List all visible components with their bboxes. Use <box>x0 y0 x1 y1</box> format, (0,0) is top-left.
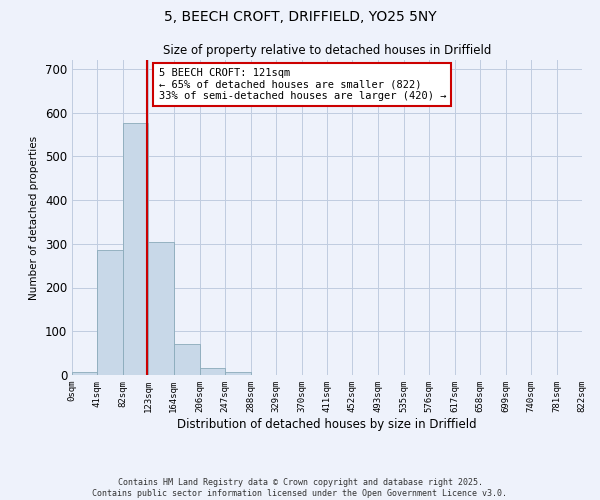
Text: 5 BEECH CROFT: 121sqm
← 65% of detached houses are smaller (822)
33% of semi-det: 5 BEECH CROFT: 121sqm ← 65% of detached … <box>158 68 446 101</box>
Text: 5, BEECH CROFT, DRIFFIELD, YO25 5NY: 5, BEECH CROFT, DRIFFIELD, YO25 5NY <box>164 10 436 24</box>
Text: Contains HM Land Registry data © Crown copyright and database right 2025.
Contai: Contains HM Land Registry data © Crown c… <box>92 478 508 498</box>
Bar <box>72 372 97 375</box>
X-axis label: Distribution of detached houses by size in Driffield: Distribution of detached houses by size … <box>177 418 477 430</box>
Bar <box>225 372 251 375</box>
Bar <box>200 368 225 375</box>
Bar <box>148 242 174 375</box>
Y-axis label: Number of detached properties: Number of detached properties <box>29 136 40 300</box>
Title: Size of property relative to detached houses in Driffield: Size of property relative to detached ho… <box>163 44 491 58</box>
Bar <box>123 124 148 375</box>
Bar <box>174 344 200 375</box>
Bar <box>97 250 123 375</box>
